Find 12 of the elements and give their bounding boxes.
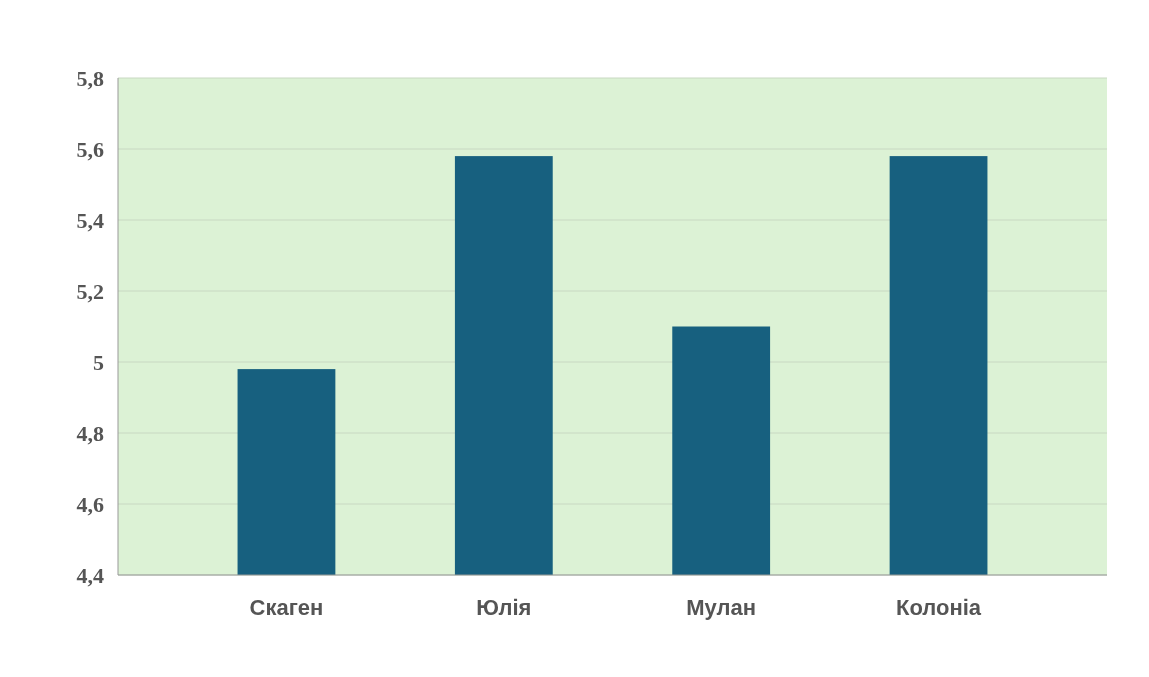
y-tick-label: 4,4 [76,562,104,588]
x-tick-label: Колоніа [896,595,982,620]
y-tick-label: 5,6 [76,136,104,162]
x-tick-label: Мулан [686,595,757,620]
x-tick-label: Юлія [476,595,532,620]
y-tick-label: 5,4 [76,207,104,233]
y-tick-label: 5,2 [76,278,104,304]
y-tick-label: 4,6 [76,491,104,517]
y-tick-label: 5,8 [76,65,104,91]
y-tick-label: 5 [93,349,104,375]
y-tick-label: 4,8 [76,420,104,446]
x-tick-label: Скаген [249,595,324,620]
